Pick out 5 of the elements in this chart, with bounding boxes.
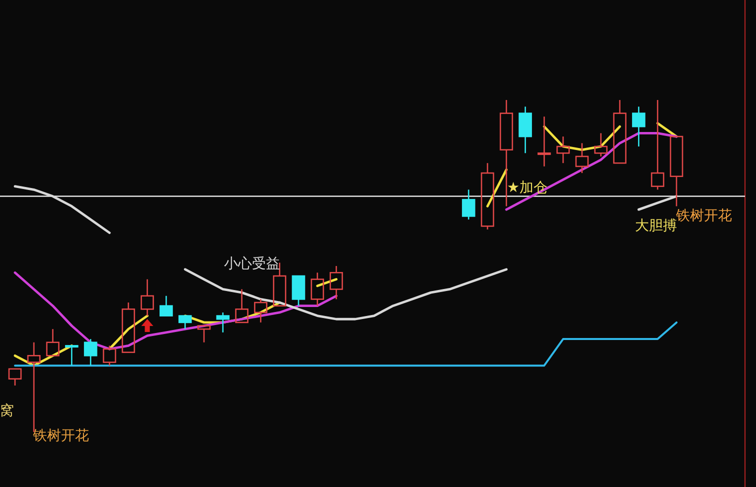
annotation: 铁树开花 [675,208,732,224]
annotation: 铁树开花 [32,428,89,444]
annotation: 大胆搏 [635,218,677,234]
annotation: 小心受益 [224,256,280,272]
annotation: 窝 [0,403,14,419]
